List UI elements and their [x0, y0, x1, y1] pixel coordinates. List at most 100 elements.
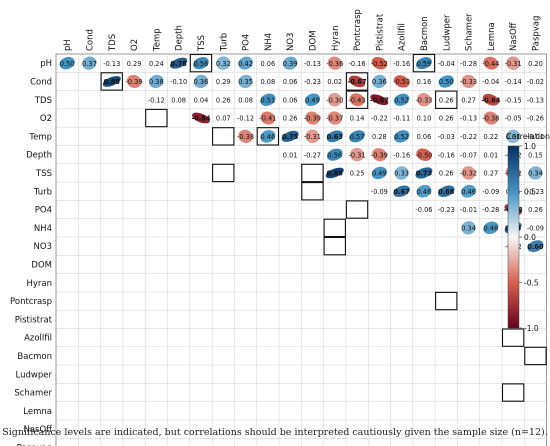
correlation-ellipse: [461, 184, 477, 198]
correlation-value: 0.08: [238, 96, 253, 104]
correlation-ellipse: [349, 93, 365, 107]
correlation-value: 0.46: [417, 188, 432, 196]
correlation-value: 0.06: [283, 78, 298, 86]
correlation-ellipse: [416, 93, 431, 107]
correlation-value: 0.56: [194, 60, 209, 68]
correlation-value: 0.36: [372, 78, 387, 86]
correlation-ellipse: [527, 240, 544, 253]
correlation-ellipse: [327, 56, 342, 70]
significance-boxes: [100, 53, 547, 402]
column-label: PO4: [242, 34, 252, 51]
row-label: NH4: [34, 224, 52, 234]
significance-box: [345, 90, 369, 109]
correlation-ellipse: [393, 185, 410, 198]
correlation-value: 0.36: [194, 78, 209, 86]
correlation-value: -0.22: [460, 133, 477, 141]
significance-box: [323, 218, 346, 238]
correlation-value: -0.52: [371, 60, 388, 68]
correlation-ellipse: [102, 76, 121, 87]
correlation-ellipse: [149, 74, 164, 89]
correlation-value: 0.29: [216, 78, 231, 86]
correlation-ellipse: [350, 147, 365, 162]
correlation-value: -0.16: [438, 151, 455, 159]
correlation-value: 0.39: [283, 60, 298, 68]
correlation-ellipse: [260, 130, 276, 143]
correlation-ellipse: [437, 185, 455, 197]
correlation-ellipse: [370, 94, 389, 106]
correlation-ellipse: [238, 74, 253, 89]
colorbar: Correlation 1.0 0.5 0.0 -0.5 -1.0: [506, 132, 550, 333]
correlation-value: 0.59: [417, 60, 432, 68]
correlation-value: -0.16: [349, 60, 366, 68]
correlation-value: 0.26: [439, 96, 454, 104]
correlation-value: -0.50: [415, 151, 432, 159]
correlation-value: 0.06: [283, 96, 298, 104]
row-label: TDS: [34, 96, 52, 106]
correlation-value: -0.01: [460, 206, 477, 214]
significance-box: [301, 163, 324, 183]
correlation-value: 0.38: [149, 78, 164, 86]
matrix-grid: [55, 53, 547, 446]
column-label: Cond: [85, 29, 95, 51]
column-label: Azollfil: [398, 23, 408, 51]
significance-box: [524, 346, 547, 366]
correlation-ellipse: [260, 93, 276, 106]
correlation-value: 0.48: [484, 224, 499, 232]
correlation-value: -0.30: [326, 96, 343, 104]
column-label: Lemna: [487, 22, 497, 51]
correlation-value: -0.43: [349, 96, 366, 104]
column-label: TSS: [197, 35, 207, 52]
correlation-value: -0.12: [237, 115, 254, 123]
correlation-value: -0.32: [460, 170, 477, 178]
correlation-value: 0.28: [372, 133, 387, 141]
correlation-value: -0.39: [304, 115, 321, 123]
correlation-ellipse: [126, 74, 142, 88]
correlation-value: -0.09: [371, 188, 388, 196]
correlation-value: -0.11: [393, 115, 410, 123]
significance-box: [435, 90, 458, 109]
correlation-value: 0.27: [484, 170, 499, 178]
correlation-ellipse: [193, 74, 209, 89]
correlation-value: -0.22: [371, 115, 388, 123]
correlation-value: -0.36: [326, 60, 343, 68]
correlation-value: -0.38: [237, 133, 254, 141]
correlation-value: -0.41: [259, 115, 276, 123]
significance-box: [100, 72, 123, 91]
correlation-ellipse: [349, 130, 365, 143]
column-label: Bacmon: [420, 16, 430, 51]
correlation-ellipse: [394, 166, 409, 180]
colorbar-tick-label: -0.5: [524, 279, 539, 288]
correlation-ellipse: [393, 93, 410, 106]
significance-box: [345, 200, 369, 219]
correlation-value: 0.57: [350, 133, 365, 141]
correlation-ellipse: [438, 75, 454, 88]
significance-box: [212, 127, 235, 146]
column-label: pH: [63, 39, 73, 51]
correlation-value: -0.13: [460, 115, 477, 123]
significance-box: [323, 236, 346, 256]
correlation-value: -0.07: [460, 151, 477, 159]
correlation-value: 0.31: [506, 133, 521, 141]
correlation-value: -0.01: [527, 133, 544, 141]
row-label: Pististrat: [15, 315, 53, 325]
correlation-value: -0.33: [415, 96, 432, 104]
column-label: NH4: [264, 33, 274, 51]
correlation-value: -0.23: [304, 78, 321, 86]
significance-box: [435, 291, 458, 311]
correlation-value: 0.67: [394, 188, 411, 196]
correlation-value: 0.25: [350, 170, 365, 178]
correlation-ellipse: [326, 148, 343, 161]
correlation-ellipse: [325, 167, 344, 179]
correlation-ellipse: [372, 74, 387, 89]
correlation-value: -0.04: [438, 60, 455, 68]
correlation-value: -0.14: [505, 78, 522, 86]
correlation-ellipse: [393, 75, 410, 88]
correlation-value: 0.73: [416, 170, 433, 178]
correlation-ellipse: [348, 75, 366, 88]
correlation-value: 0.24: [149, 60, 164, 68]
colorbar-tick-label: 0.0: [524, 233, 536, 242]
correlation-value: 0.75: [282, 133, 299, 141]
correlation-ellipse: [305, 129, 320, 144]
correlation-value: 0.26: [216, 96, 231, 104]
correlation-value: 0.49: [372, 170, 387, 178]
